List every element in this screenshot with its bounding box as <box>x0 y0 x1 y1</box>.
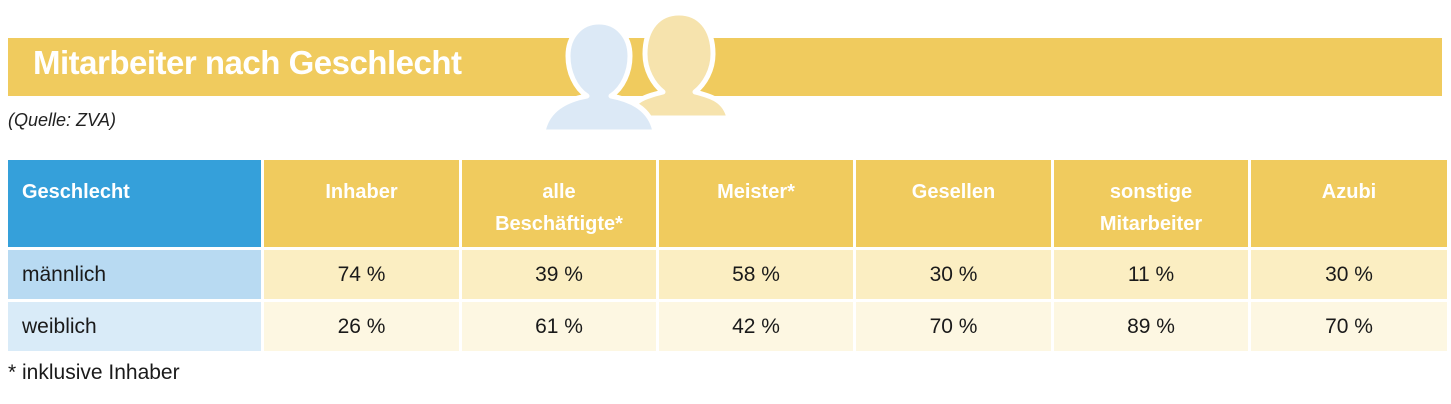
column-header-line: Gesellen <box>911 181 996 203</box>
column-header-line: Inhaber <box>325 181 398 203</box>
table-cell: 30 % <box>856 247 1051 299</box>
row-label-weiblich: weiblich <box>8 299 261 351</box>
column-header-line: Azubi <box>1321 181 1377 203</box>
row-label-maennlich: männlich <box>8 247 261 299</box>
title-band <box>8 38 1442 96</box>
column-header-line: Beschäftigte* <box>495 213 623 235</box>
column-header-gesellen: Gesellen <box>856 160 1051 247</box>
source-note: (Quelle: ZVA) <box>8 110 117 130</box>
column-header-inhaber: Inhaber <box>264 160 459 247</box>
table-cell: 74 % <box>264 247 459 299</box>
column-header-line: sonstige <box>1109 181 1193 203</box>
table-cell: 89 % <box>1054 299 1248 351</box>
column-header-line: Mitarbeiter <box>1099 213 1203 235</box>
column-header-line: alle <box>542 181 576 203</box>
column-header-line: Meister* <box>717 181 795 203</box>
person-silhouette-icon <box>540 19 658 135</box>
column-header-meister: Meister* <box>659 160 853 247</box>
table-row: männlich 74 % 39 % 58 % 30 % 11 % 30 % <box>8 247 1447 299</box>
table-cell: 30 % <box>1251 247 1447 299</box>
table-cell: 42 % <box>659 299 853 351</box>
column-header-sonstige-mitarbeiter: sonstige Mitarbeiter <box>1054 160 1248 247</box>
column-header-geschlecht: Geschlecht <box>8 160 261 247</box>
table-header-row: Geschlecht Inhaber alle Beschäftigte* Mei… <box>8 160 1447 247</box>
table-cell: 39 % <box>462 247 656 299</box>
footnote: * inklusive Inhaber <box>8 361 180 384</box>
table-cell: 70 % <box>856 299 1051 351</box>
people-illustration <box>540 10 732 135</box>
table-row: weiblich 26 % 61 % 42 % 70 % 89 % 70 % <box>8 299 1447 351</box>
woman-silhouette-icon <box>624 10 732 121</box>
table-cell: 11 % <box>1054 247 1248 299</box>
table-cell: 61 % <box>462 299 656 351</box>
page-title: Mitarbeiter nach Geschlecht <box>33 44 462 81</box>
table-cell: 58 % <box>659 247 853 299</box>
column-header-alle-beschaeftigte: alle Beschäftigte* <box>462 160 656 247</box>
table-cell: 26 % <box>264 299 459 351</box>
table-cell: 70 % <box>1251 299 1447 351</box>
column-header-azubi: Azubi <box>1251 160 1447 247</box>
gender-table: Geschlecht Inhaber alle Beschäftigte* Mei… <box>5 160 1450 351</box>
